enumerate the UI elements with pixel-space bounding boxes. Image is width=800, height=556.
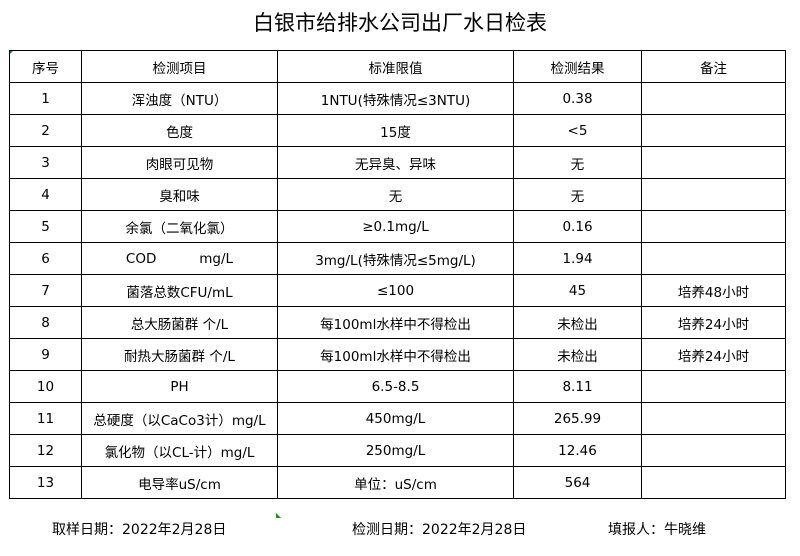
row-item: 菌落总数CFU/mL [81, 274, 278, 307]
row-result: 564 [513, 466, 642, 499]
row-result: <5 [513, 114, 642, 147]
row-item: 肉眼可见物 [81, 146, 278, 179]
table-row: 11 总硬度（以CaCo3计）mg/L 450mg/L 265.99 [9, 402, 786, 435]
row-result: 未检出 [513, 306, 642, 339]
header-item: 检测项目 [81, 50, 278, 83]
row-remark [641, 466, 786, 499]
header-remark: 备注 [641, 50, 786, 83]
row-index: 13 [9, 466, 82, 499]
row-remark: 培养24小时 [641, 306, 786, 339]
row-standard: ≥0.1mg/L [277, 210, 514, 243]
row-index: 2 [9, 114, 82, 147]
row-remark [641, 434, 786, 467]
table-row: 1 浑浊度（NTU） 1NTU(特殊情况≤3NTU) 0.38 [9, 82, 786, 115]
row-index: 5 [9, 210, 82, 243]
row-result: 45 [513, 274, 642, 307]
row-item: 耐热大肠菌群 个/L [81, 338, 278, 371]
row-index: 11 [9, 402, 82, 435]
row-remark [641, 210, 786, 243]
row-item: PH [81, 370, 278, 403]
row-remark [641, 242, 786, 275]
row-remark [641, 82, 786, 115]
row-index: 8 [9, 306, 82, 339]
row-standard: 450mg/L [277, 402, 514, 435]
cell-marker [276, 513, 281, 518]
table-row: 12 氯化物（以CL-计）mg/L 250mg/L 12.46 [9, 434, 786, 467]
row-standard: ≤100 [277, 274, 514, 307]
row-index: 9 [9, 338, 82, 371]
row-remark [641, 402, 786, 435]
row-item: 氯化物（以CL-计）mg/L [81, 434, 278, 467]
row-item: 浑浊度（NTU） [81, 82, 278, 115]
row-standard: 250mg/L [277, 434, 514, 467]
row-result: 无 [513, 146, 642, 179]
row-standard: 无异臭、异味 [277, 146, 514, 179]
table-row: 9 耐热大肠菌群 个/L 每100ml水样中不得检出 未检出 培养24小时 [9, 338, 786, 371]
row-remark [641, 370, 786, 403]
header-standard: 标准限值 [277, 50, 514, 83]
row-index: 1 [9, 82, 82, 115]
table-row: 2 色度 15度 <5 [9, 114, 786, 147]
row-index: 12 [9, 434, 82, 467]
row-index: 3 [9, 146, 82, 179]
table-row: 6 COD mg/L 3mg/L(特殊情况≤5mg/L) 1.94 [9, 242, 786, 275]
row-standard: 无 [277, 178, 514, 211]
row-result: 未检出 [513, 338, 642, 371]
row-result: 0.16 [513, 210, 642, 243]
header-result: 检测结果 [513, 50, 642, 83]
water-test-table: 序号 检测项目 标准限值 检测结果 备注 1 浑浊度（NTU） 1NTU(特殊情况≤… [9, 50, 786, 499]
row-remark [641, 114, 786, 147]
test-date: 检测日期：2022年2月28日 [352, 522, 527, 538]
row-item: 余氯（二氧化氯） [81, 210, 278, 243]
table-row: 10 PH 6.5-8.5 8.11 [9, 370, 786, 403]
row-item: 电导率uS/cm [81, 466, 278, 499]
row-item: 总大肠菌群 个/L [81, 306, 278, 339]
row-standard: 15度 [277, 114, 514, 147]
row-result: 无 [513, 178, 642, 211]
row-item: 色度 [81, 114, 278, 147]
row-standard: 单位：uS/cm [277, 466, 514, 499]
row-result: 12.46 [513, 434, 642, 467]
table-row: 7 菌落总数CFU/mL ≤100 45 培养48小时 [9, 274, 786, 307]
row-remark: 培养48小时 [641, 274, 786, 307]
row-remark [641, 178, 786, 211]
row-standard: 6.5-8.5 [277, 370, 514, 403]
row-standard: 3mg/L(特殊情况≤5mg/L) [277, 242, 514, 275]
row-item: 臭和味 [81, 178, 278, 211]
sampling-date: 取样日期：2022年2月28日 [52, 522, 227, 538]
row-result: 1.94 [513, 242, 642, 275]
row-index: 10 [9, 370, 82, 403]
header-index: 序号 [9, 50, 82, 83]
row-remark: 培养24小时 [641, 338, 786, 371]
reporter: 填报人：牛晓维 [608, 522, 706, 538]
row-result: 265.99 [513, 402, 642, 435]
row-remark [641, 146, 786, 179]
row-standard: 每100ml水样中不得检出 [277, 306, 514, 339]
table-row: 13 电导率uS/cm 单位：uS/cm 564 [9, 466, 786, 499]
row-item: 总硬度（以CaCo3计）mg/L [81, 402, 278, 435]
row-result: 8.11 [513, 370, 642, 403]
row-standard: 1NTU(特殊情况≤3NTU) [277, 82, 514, 115]
row-index: 6 [9, 242, 82, 275]
table-row: 8 总大肠菌群 个/L 每100ml水样中不得检出 未检出 培养24小时 [9, 306, 786, 339]
row-standard: 每100ml水样中不得检出 [277, 338, 514, 371]
table-header-row: 序号 检测项目 标准限值 检测结果 备注 [9, 50, 786, 83]
row-item: COD mg/L [81, 242, 278, 275]
row-index: 7 [9, 274, 82, 307]
row-result: 0.38 [513, 82, 642, 115]
page-title: 白银市给排水公司出厂水日检表 [253, 11, 547, 35]
table-row: 4 臭和味无无 [9, 178, 786, 211]
table-row: 3 肉眼可见物 无异臭、异味无 [9, 146, 786, 179]
table-row: 5 余氯（二氧化氯） ≥0.1mg/L 0.16 [9, 210, 786, 243]
row-index: 4 [9, 178, 82, 211]
